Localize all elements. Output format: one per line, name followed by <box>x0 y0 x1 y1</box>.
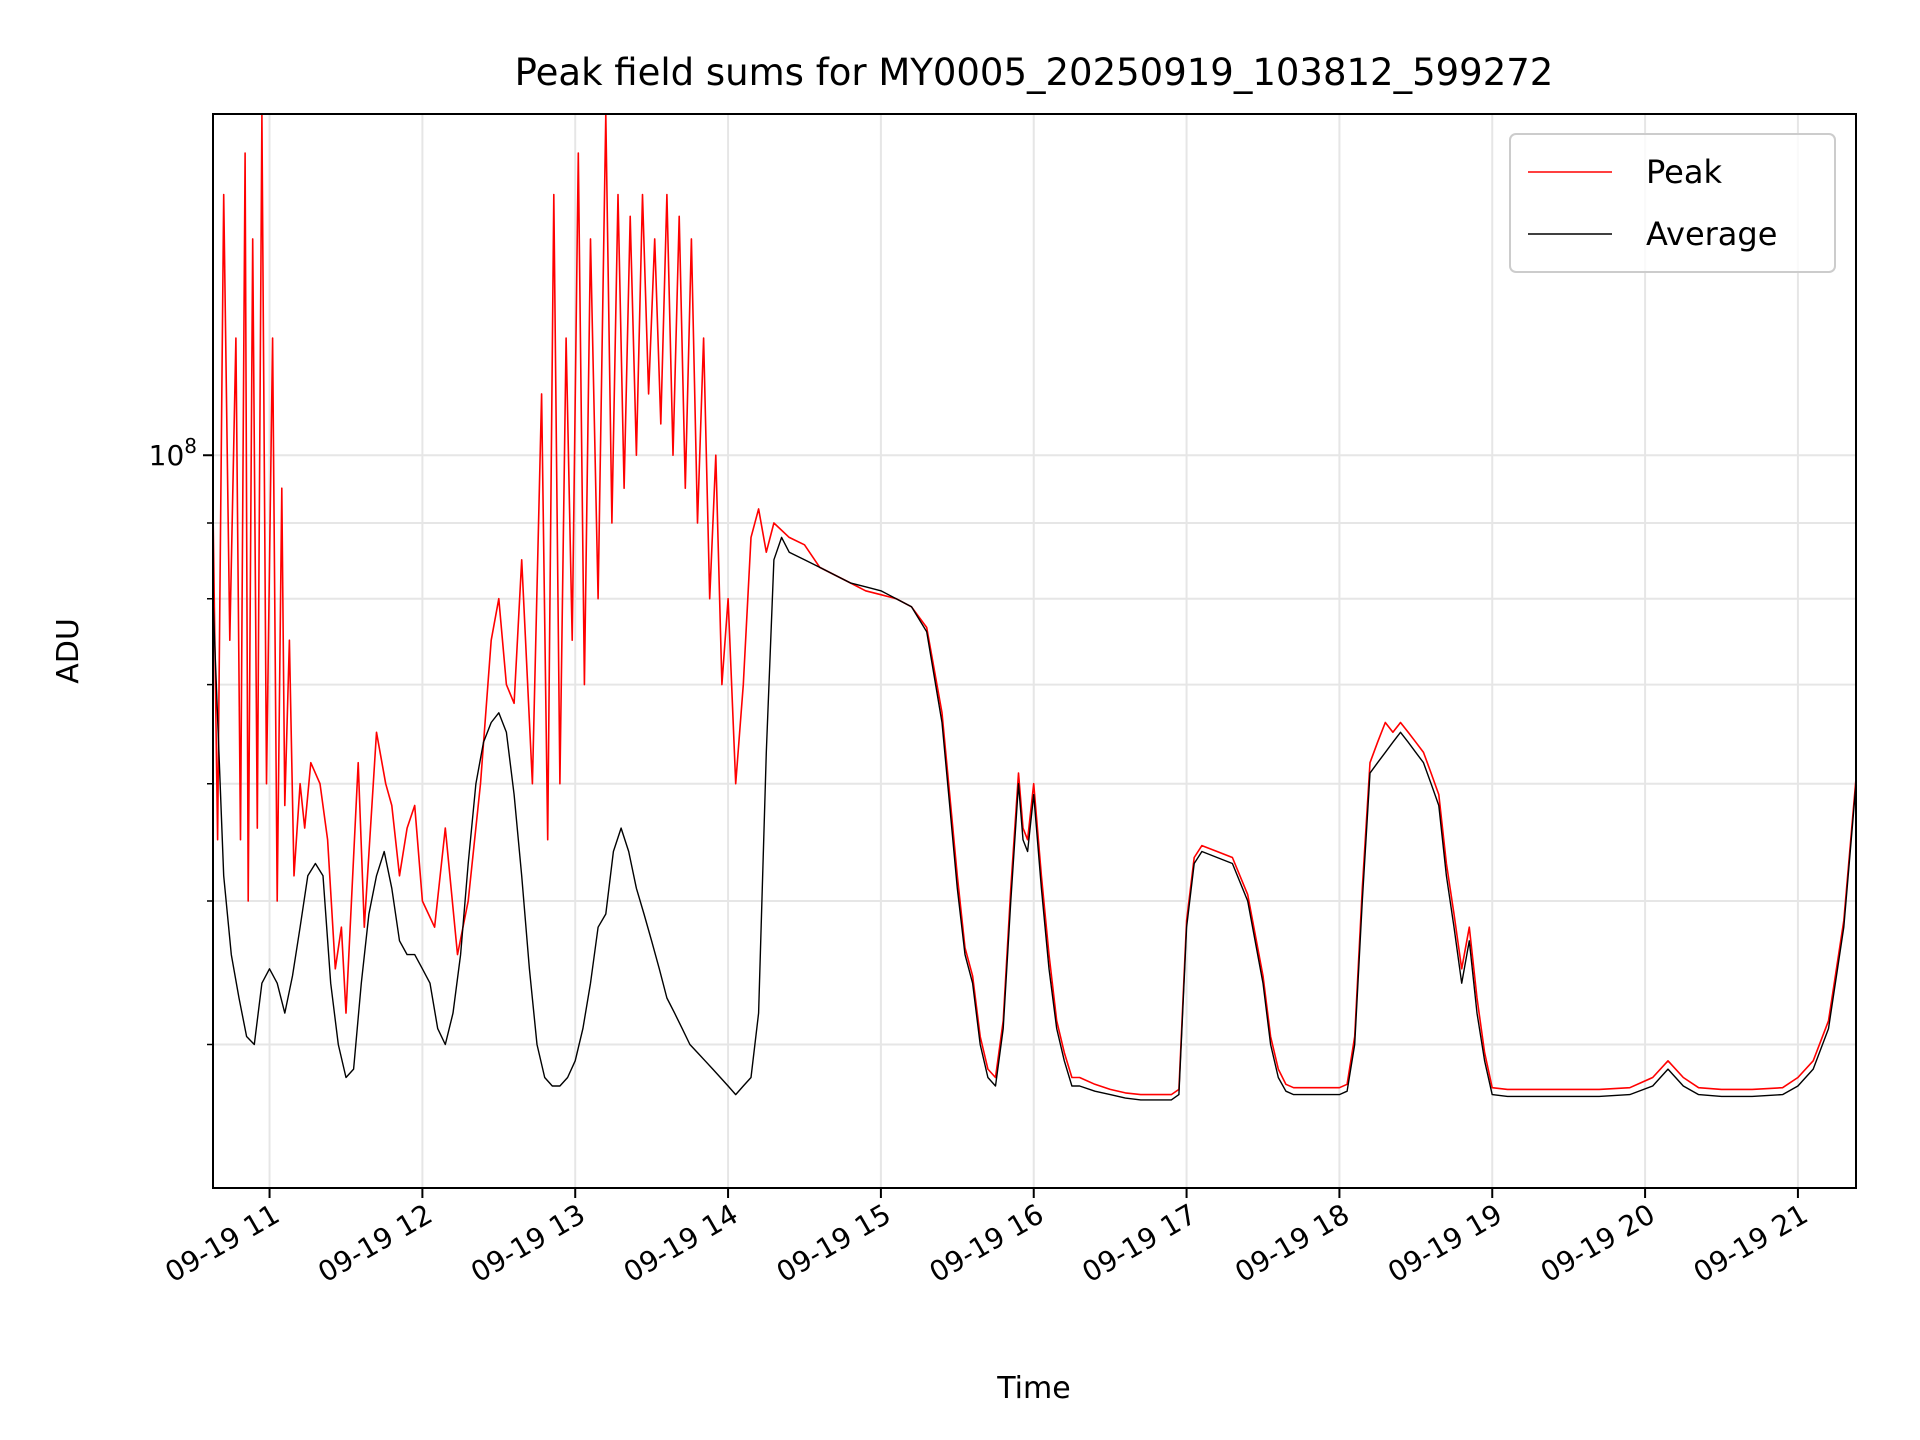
legend: Peak Average <box>1509 133 1836 273</box>
series-line-average <box>213 536 1856 1101</box>
series-layer <box>213 114 1856 1101</box>
chart-title: Peak field sums for MY0005_20250919_1038… <box>515 51 1554 94</box>
y-axis-title: ADU <box>51 618 86 684</box>
legend-label-average: Average <box>1646 215 1777 253</box>
y-axis-ticks: 108 <box>149 434 213 1046</box>
legend-label-peak: Peak <box>1646 153 1722 191</box>
x-axis-title: Time <box>996 1371 1070 1406</box>
y-tick-label: 108 <box>149 434 197 472</box>
legend-box <box>1509 133 1836 273</box>
